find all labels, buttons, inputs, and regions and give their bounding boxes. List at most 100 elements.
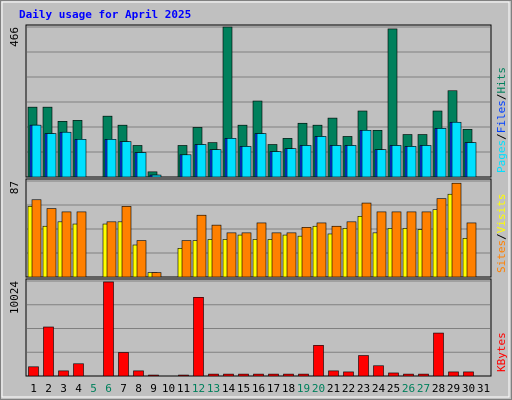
bar [436, 128, 447, 178]
bar [301, 145, 312, 178]
x-tick-label: 14 [222, 382, 236, 395]
bar [301, 227, 312, 278]
x-tick-label: 22 [342, 382, 355, 395]
x-tick-label: 11 [177, 382, 190, 395]
bar [466, 142, 477, 178]
bar [61, 131, 72, 178]
bar [238, 373, 249, 377]
x-tick-label: 7 [120, 382, 127, 395]
x-tick-label: 1 [30, 382, 37, 395]
bar [148, 374, 159, 377]
bar [313, 345, 324, 377]
bar [46, 208, 57, 278]
bar [193, 297, 204, 377]
x-tick-label: 21 [327, 382, 340, 395]
bar [328, 370, 339, 377]
bar [211, 224, 222, 278]
bar [121, 206, 132, 278]
bar [451, 182, 462, 278]
bar [226, 138, 237, 178]
bar [241, 146, 252, 178]
bar [436, 198, 447, 278]
bar [151, 272, 162, 278]
bar [463, 371, 474, 377]
bar [151, 174, 162, 178]
x-tick-label: 6 [105, 382, 112, 395]
x-tick-label: 13 [207, 382, 220, 395]
bar [406, 211, 417, 278]
legend-entry: Hits [495, 67, 508, 94]
bar [271, 232, 282, 278]
bar [346, 221, 357, 278]
bar [61, 211, 72, 278]
legend: Pages/Files/Hits [495, 67, 508, 173]
bar [241, 232, 252, 278]
x-tick-label: 5 [90, 382, 97, 395]
x-tick-label: 9 [150, 382, 157, 395]
bar [403, 373, 414, 377]
bar [433, 332, 444, 377]
x-tick-label: 3 [60, 382, 67, 395]
chart-title: Daily usage for April 2025 [19, 8, 191, 21]
bar [133, 370, 144, 377]
x-tick-label: 26 [402, 382, 415, 395]
bar [358, 355, 369, 377]
y-tick-label: 87 [8, 181, 21, 194]
bar [406, 146, 417, 178]
x-tick-label: 30 [462, 382, 475, 395]
bar [451, 121, 462, 178]
x-tick-label: 18 [282, 382, 295, 395]
x-tick-label: 25 [387, 382, 400, 395]
bar [178, 374, 189, 377]
y-tick-label: 466 [8, 27, 21, 47]
bar [418, 373, 429, 377]
x-tick-label: 23 [357, 382, 370, 395]
bar [58, 370, 69, 377]
bar [331, 145, 342, 178]
x-tick-label: 24 [372, 382, 386, 395]
x-tick-label: 17 [267, 382, 280, 395]
bar [466, 222, 477, 278]
x-tick-label: 15 [237, 382, 250, 395]
bar [283, 373, 294, 377]
bar [73, 363, 84, 377]
bar [421, 211, 432, 278]
x-tick-label: 19 [297, 382, 310, 395]
bar [376, 211, 387, 278]
bar [376, 149, 387, 178]
plot-area [25, 278, 492, 377]
bar [28, 366, 39, 377]
bar [316, 136, 327, 178]
legend: Sites/Visits [495, 194, 508, 274]
bar [346, 145, 357, 178]
x-tick-label: 8 [135, 382, 142, 395]
bar [208, 373, 219, 377]
bar [211, 149, 222, 178]
bar [181, 154, 192, 178]
legend-separator: / [495, 133, 508, 140]
bar [256, 222, 267, 278]
bar [388, 372, 399, 377]
x-tick-label: 27 [417, 382, 430, 395]
bar [136, 152, 147, 178]
bar [286, 232, 297, 278]
legend-entry: Sites [495, 240, 508, 273]
bar [43, 326, 54, 377]
bar [136, 240, 147, 278]
bar [106, 139, 117, 178]
bar [76, 139, 87, 178]
legend: KBytes [495, 332, 508, 372]
bar [226, 232, 237, 278]
bar [271, 151, 282, 178]
bar [316, 222, 327, 278]
y-tick-label: 10024 [8, 281, 21, 314]
legend-separator: / [495, 233, 508, 240]
legend-separator: / [495, 94, 508, 101]
x-tick-label: 2 [45, 382, 52, 395]
legend-entry: KBytes [495, 332, 508, 372]
bar [256, 133, 267, 178]
legend-entry: Files [495, 100, 508, 133]
